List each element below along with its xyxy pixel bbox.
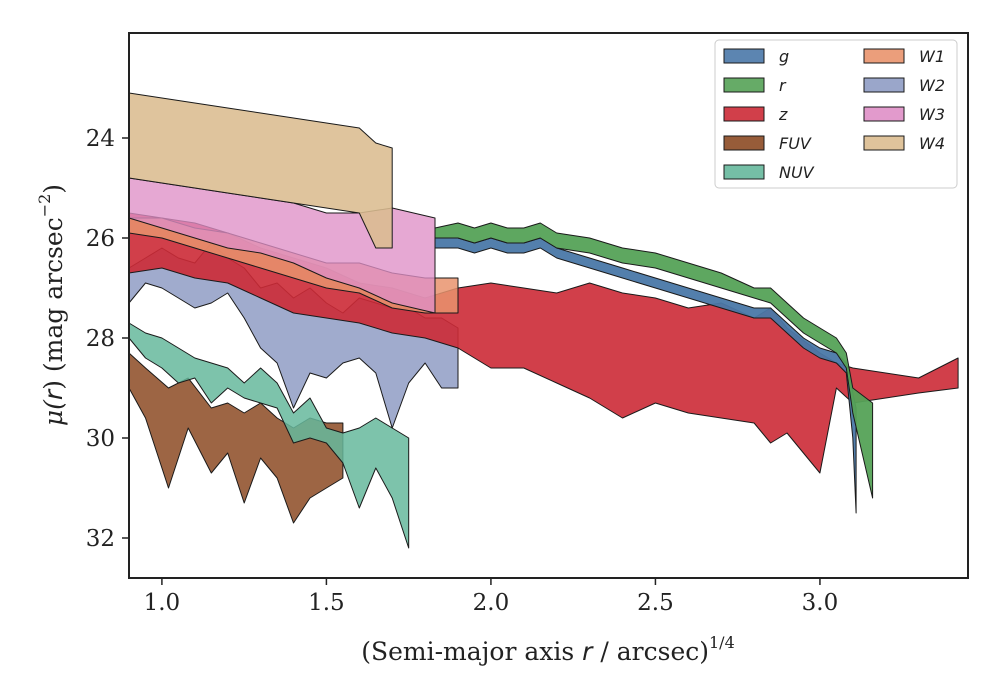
x-tick-label: 2.0	[473, 590, 510, 616]
plot-frame	[128, 32, 969, 579]
y-tick-label: 30	[86, 426, 115, 452]
x-axis-ticks: 1.0 1.5 2.0 2.5 3.0	[144, 578, 839, 616]
y-axis-title: μ(r) (mag arcsec−2)	[35, 184, 68, 426]
series-band-w4	[128, 92, 393, 249]
legend-label-z: z	[778, 105, 788, 124]
x-tick-label: 3.0	[802, 590, 839, 616]
x-tick-label: 2.5	[637, 590, 674, 616]
x-tick-label: 1.5	[308, 590, 345, 616]
legend-swatch-w4	[863, 135, 905, 151]
y-tick-label: 26	[86, 226, 115, 252]
legend-swatch-w2	[863, 77, 905, 93]
y-tick-label: 32	[86, 526, 115, 552]
y-tick-label: 28	[86, 326, 115, 352]
legend-label-w1: W1	[919, 47, 945, 66]
series-band-r	[434, 222, 874, 499]
legend-label-w4: W4	[919, 134, 945, 153]
y-tick-label: 24	[86, 126, 115, 152]
legend-label-g: g	[779, 47, 789, 66]
legend-swatch-r	[723, 77, 765, 93]
legend-swatch-w1	[863, 48, 905, 64]
legend-label-nuv: NUV	[779, 163, 815, 182]
series-layer	[128, 92, 959, 549]
series-band-nuv	[128, 322, 410, 549]
legend-label-w3: W3	[919, 105, 945, 124]
legend-frame	[714, 39, 958, 189]
x-tick-label: 1.0	[144, 590, 181, 616]
legend-label-fuv: FUV	[779, 134, 812, 153]
series-band-fuv	[128, 352, 344, 524]
legend-swatch-z	[723, 106, 765, 122]
legend: grz FUV NUV W1 W2 W3 W4	[714, 39, 958, 189]
legend-label-r: r	[779, 76, 787, 95]
legend-swatch-nuv	[723, 164, 765, 180]
y-axis-ticks: 24 26 28 30 32	[86, 126, 129, 552]
legend-swatch-fuv	[723, 135, 765, 151]
legend-label-w2: W2	[919, 76, 945, 95]
legend-swatch-g	[723, 48, 765, 64]
x-axis-title: (Semi-major axis r / arcsec)1/4	[361, 633, 735, 666]
legend-swatch-w3	[863, 106, 905, 122]
series-band-g	[434, 237, 857, 514]
